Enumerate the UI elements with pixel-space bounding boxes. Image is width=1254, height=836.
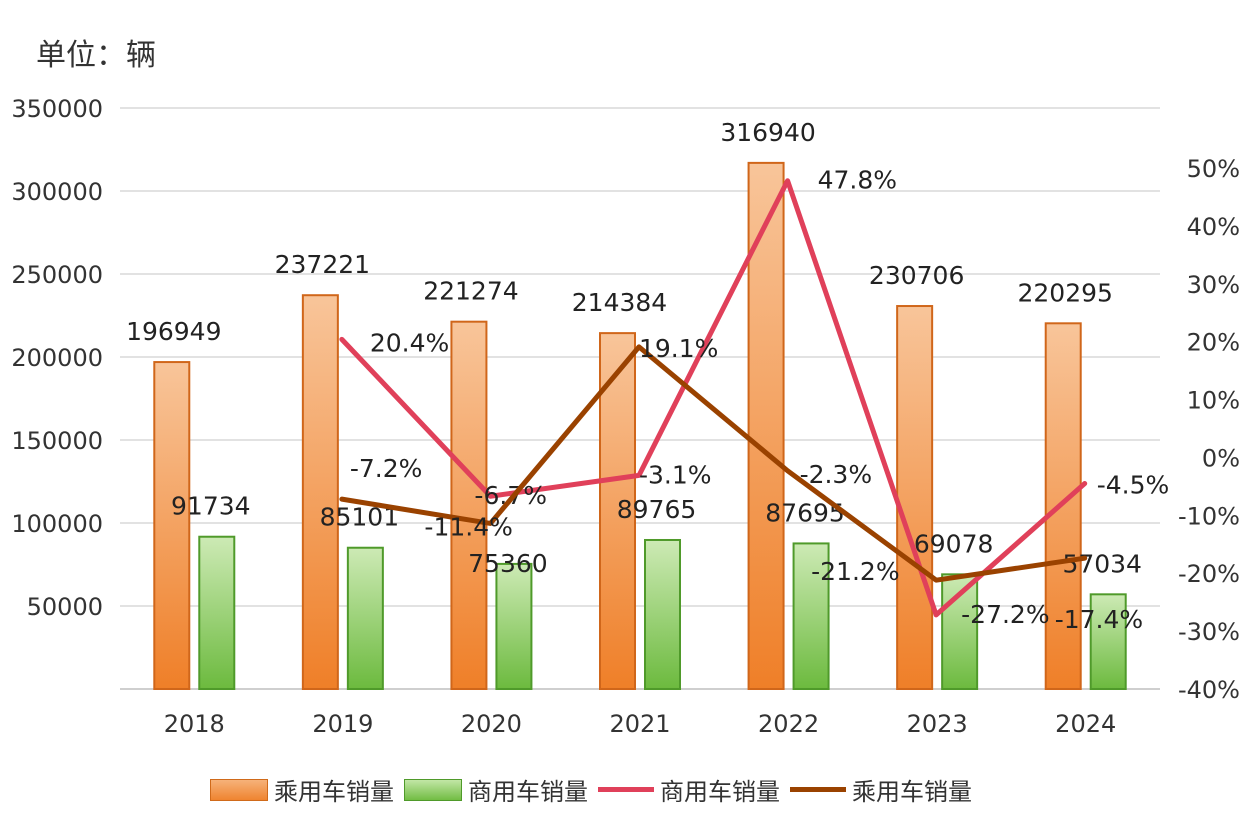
legend-label: 商用车销量: [468, 778, 588, 806]
bar-passenger: [599, 332, 636, 690]
bar-label-commercial: 91734: [171, 492, 251, 521]
bar-passenger: [747, 161, 785, 691]
bar-commercial: [792, 542, 830, 690]
line-red-label: -4.5%: [1097, 470, 1170, 499]
line-red-label: 20.4%: [370, 328, 449, 357]
line-brown-label: 19.1%: [639, 334, 718, 363]
line-red: [339, 178, 1088, 618]
legend: 乘用车销量 商用车销量 商用车销量 乘用车销量: [210, 772, 972, 807]
y-left-tick-label: 50000: [27, 593, 103, 621]
bar-label-passenger: 214384: [572, 288, 667, 317]
bar-label-commercial: 69078: [914, 529, 994, 558]
line-brown-label: -21.2%: [811, 557, 899, 586]
y-left-tick-label: 100000: [11, 510, 103, 538]
y-right-tick-label: 30%: [1187, 271, 1240, 299]
legend-item-red-line: 商用车销量: [598, 772, 780, 807]
y-right-tick-label: 50%: [1187, 155, 1240, 183]
bar-passenger: [896, 305, 934, 690]
line-brown-label: -17.4%: [1055, 605, 1143, 634]
y-right-tick-label: -20%: [1178, 560, 1240, 588]
unit-label: 单位：辆: [36, 38, 156, 73]
x-tick-label: 2018: [164, 710, 225, 738]
line-brown-label: -2.3%: [800, 460, 873, 489]
legend-label: 商用车销量: [660, 778, 780, 806]
x-tick-label: 2023: [907, 710, 968, 738]
bar-label-passenger: 230706: [869, 261, 964, 290]
bar-label-passenger: 316940: [720, 118, 815, 147]
line-brown-label: -11.4%: [424, 512, 512, 541]
bar-label-passenger: 237221: [275, 250, 370, 279]
y-right-tick-label: 10%: [1187, 387, 1240, 415]
legend-item-passenger-bar: 乘用车销量: [210, 772, 394, 807]
bar-commercial: [198, 535, 236, 690]
y-right-tick-label: 40%: [1187, 213, 1240, 241]
bar-label-passenger: 196949: [126, 317, 221, 346]
line-brown: [339, 344, 1088, 583]
x-tick-label: 2020: [461, 710, 522, 738]
y-left-tick-label: 350000: [11, 95, 103, 123]
bar-label-passenger: 221274: [423, 277, 518, 306]
bar-commercial: [495, 562, 533, 691]
y-right-tick-label: 0%: [1202, 444, 1240, 472]
y-right-tick-label: -10%: [1178, 502, 1240, 530]
y-left-tick-label: 250000: [11, 261, 103, 289]
line-red-label: -3.1%: [639, 460, 712, 489]
bar-commercial: [346, 546, 384, 691]
bar-label-commercial: 75360: [468, 549, 548, 578]
legend-label: 乘用车销量: [852, 778, 972, 806]
y-left-tick-label: 200000: [11, 344, 103, 372]
y-right-tick-label: -30%: [1178, 618, 1240, 646]
bar-label-commercial: 57034: [1062, 549, 1142, 578]
y-left-tick-label: 150000: [11, 427, 103, 455]
bar-passenger: [450, 320, 488, 690]
y-left-tick-label: 300000: [11, 178, 103, 206]
y-right-tick-label: -40%: [1178, 676, 1240, 704]
y-right-tick-label: 20%: [1187, 329, 1240, 357]
legend-item-brown-line: 乘用车销量: [790, 772, 972, 807]
line-brown-label: -7.2%: [350, 454, 423, 483]
bar-commercial: [644, 538, 681, 691]
bar-passenger: [301, 294, 339, 690]
bar-commercial: [1089, 593, 1127, 690]
x-tick-label: 2019: [312, 710, 373, 738]
bar-label-passenger: 220295: [1017, 278, 1112, 307]
x-tick-label: 2021: [609, 710, 670, 738]
bar-passenger: [1044, 322, 1082, 690]
bar-label-commercial: 89765: [617, 495, 697, 524]
line-red-label: 47.8%: [818, 166, 897, 195]
x-tick-label: 2024: [1055, 710, 1116, 738]
x-tick-label: 2022: [758, 710, 819, 738]
bar-passenger: [153, 361, 191, 690]
legend-label: 乘用车销量: [274, 778, 394, 806]
legend-item-commercial-bar: 商用车销量: [404, 772, 588, 807]
line-red-label: -27.2%: [961, 600, 1049, 629]
